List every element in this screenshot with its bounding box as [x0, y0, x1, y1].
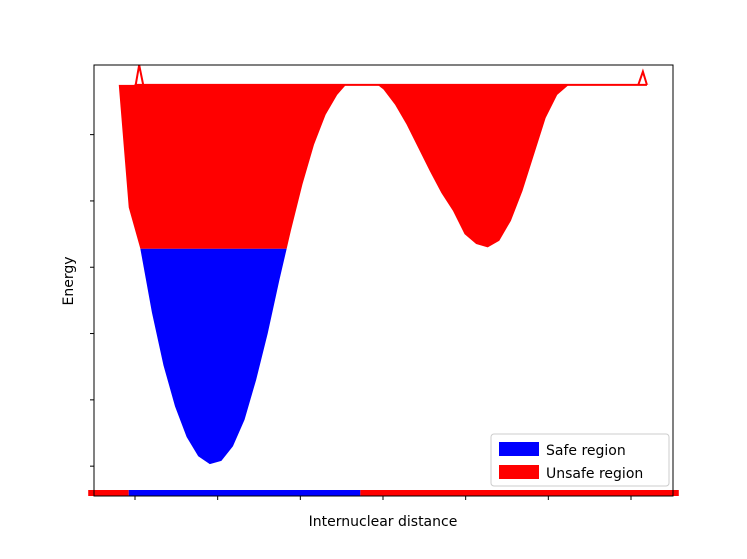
distance-bar-segment: [88, 490, 129, 496]
legend-swatch-unsafe: [499, 465, 539, 479]
plot-area: [88, 64, 679, 496]
y-axis-label: Energy: [61, 256, 77, 305]
distance-bar-segment: [360, 490, 679, 496]
legend-swatch-safe: [499, 442, 539, 456]
distance-bar-segment: [128, 490, 361, 496]
unsafe-region-area: [117, 84, 650, 249]
legend-label-unsafe: Unsafe region: [546, 466, 643, 482]
legend-label-safe: Safe region: [546, 443, 626, 459]
left-wall-spike: [134, 64, 145, 86]
legend: Safe region Unsafe region: [490, 433, 670, 487]
y-axis-ticks: [90, 134, 94, 467]
x-axis-ticks: [134, 496, 632, 500]
x-axis-label: Internuclear distance: [309, 514, 458, 530]
right-wall-spike: [637, 68, 648, 86]
